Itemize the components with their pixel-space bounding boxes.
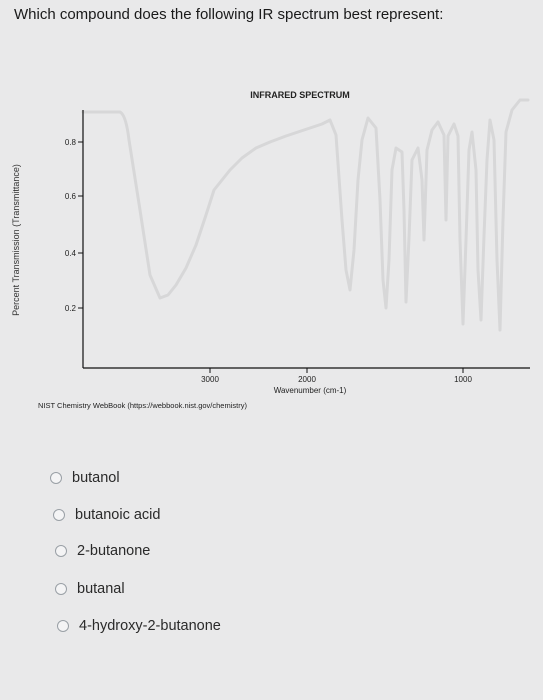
radio-button[interactable] (57, 620, 69, 632)
x-axis-label: Wavenumber (cm-1) (274, 386, 347, 395)
option-label: 2-butanone (77, 543, 151, 559)
option-4-hydroxy-2-butanone[interactable]: 4-hydroxy-2-butanone (57, 618, 221, 634)
x-tick-label: 2000 (298, 375, 316, 384)
y-axis-label: Percent Transmission (Transmittance) (11, 164, 21, 316)
radio-button[interactable] (55, 583, 67, 595)
x-tick-label: 1000 (454, 375, 472, 384)
option-label: 4-hydroxy-2-butanone (79, 618, 221, 634)
spectrum-title: INFRARED SPECTRUM (250, 90, 350, 100)
option-butanal[interactable]: butanal (55, 581, 125, 597)
option-2-butanone[interactable]: 2-butanone (55, 543, 150, 559)
radio-button[interactable] (53, 509, 65, 521)
question-text: Which compound does the following IR spe… (14, 6, 444, 23)
y-tick-group: 0.8 0.6 0.4 0.2 (65, 138, 83, 313)
option-butanoic-acid[interactable]: butanoic acid (53, 507, 160, 523)
x-tick-label: 3000 (201, 375, 219, 384)
y-tick-label: 0.4 (65, 249, 77, 258)
option-label: butanal (77, 581, 125, 597)
x-tick-group: 3000 2000 1000 (201, 368, 472, 384)
y-tick-label: 0.8 (65, 138, 77, 147)
spectrum-line (81, 98, 530, 332)
radio-button[interactable] (55, 545, 67, 557)
source-credit: NIST Chemistry WebBook (https://webbook.… (38, 401, 247, 410)
option-label: butanoic acid (75, 507, 161, 523)
option-label: butanol (72, 470, 120, 486)
y-tick-label: 0.6 (65, 192, 77, 201)
option-butanol[interactable]: butanol (50, 470, 120, 486)
radio-button[interactable] (50, 472, 62, 484)
ir-spectrum-figure: Percent Transmission (Transmittance) INF… (11, 90, 530, 410)
y-tick-label: 0.2 (65, 304, 77, 313)
